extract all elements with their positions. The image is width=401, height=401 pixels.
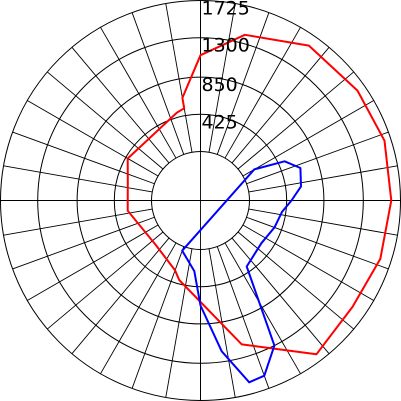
- radial-tick-label: 1300: [202, 35, 250, 57]
- hub-circle: [151, 151, 250, 250]
- radial-tick-labels: 425 850 1300 1725: [202, 0, 250, 133]
- spoke-gridline: [3, 208, 153, 236]
- radial-tick-label: 850: [202, 74, 238, 96]
- spoke-gridline: [224, 242, 301, 374]
- spoke-gridline: [131, 12, 185, 155]
- spoke-gridline: [27, 224, 159, 301]
- radial-tick-label: 425: [202, 111, 238, 133]
- spoke-gridline: [216, 12, 270, 155]
- spoke-gridline: [231, 47, 330, 164]
- spoke-gridline: [100, 27, 177, 159]
- spoke-gridline: [231, 237, 330, 354]
- series-line-1: [126, 33, 393, 356]
- spoke-gridline: [208, 3, 236, 153]
- spoke-gridline: [71, 237, 170, 354]
- spoke-gridline: [216, 246, 270, 389]
- radial-tick-label: 1725: [202, 0, 250, 20]
- spoke-gridline: [27, 100, 159, 177]
- spoke-gridline: [246, 216, 389, 270]
- spoke-gridline: [165, 3, 193, 153]
- radial-gridline: [37, 37, 364, 364]
- radial-gridline: [113, 113, 288, 288]
- spoke-gridline: [248, 208, 398, 236]
- spoke-gridline: [165, 248, 193, 398]
- spoke-gridline: [12, 131, 155, 185]
- spoke-gridline: [242, 224, 374, 301]
- spoke-gridline: [131, 246, 185, 389]
- radial-gridline: [76, 76, 325, 325]
- spoke-gridline: [47, 71, 164, 170]
- data-series: [126, 33, 393, 384]
- spoke-gridline: [12, 216, 155, 270]
- spoke-gridline: [224, 27, 301, 159]
- spoke-gridline: [237, 71, 354, 170]
- spoke-gridline: [242, 100, 374, 177]
- spoke-gridline: [248, 165, 398, 193]
- spoke-gridline: [246, 131, 389, 185]
- spoke-gridline: [71, 47, 170, 164]
- spoke-gridline: [100, 242, 177, 374]
- series-line-2: [181, 160, 302, 384]
- spoke-gridline: [47, 231, 164, 330]
